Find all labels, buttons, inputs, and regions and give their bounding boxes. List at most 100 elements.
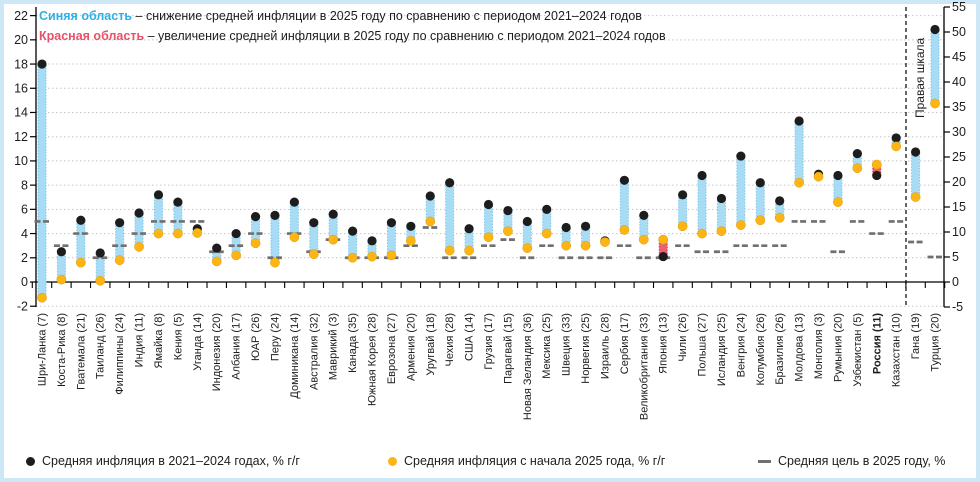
- x-axis-country-label: Казахстан (10): [891, 313, 903, 387]
- x-axis-country-label: Мексика (25): [541, 313, 553, 379]
- legend-label: Средняя инфляция с начала 2025 года, % г…: [404, 454, 666, 468]
- avg-2021-2024-dot: [250, 212, 261, 222]
- chart-legend: Средняя инфляция в 2021–2024 годах, % г/…: [0, 454, 980, 474]
- avg-2025-dot: [871, 159, 882, 170]
- x-axis-country-label: Румыния (20): [832, 313, 844, 382]
- avg-2025-dot: [658, 234, 669, 245]
- country-column: Гватемала (21): [73, 215, 89, 390]
- avg-2025-dot: [580, 240, 591, 251]
- avg-2021-2024-dot: [580, 221, 591, 231]
- avg-2025-dot: [114, 255, 125, 266]
- legend-item-avg-2021-2024: Средняя инфляция в 2021–2024 годах, % г/…: [26, 454, 300, 468]
- left-axis-tick-label: 4: [21, 227, 28, 241]
- avg-2025-dot: [425, 216, 436, 227]
- avg-2025-dot: [328, 234, 339, 245]
- x-axis-country-label: Гватемала (21): [75, 313, 87, 390]
- x-axis-country-label: Сербия (17): [619, 313, 631, 374]
- avg-2021-2024-dot: [95, 248, 105, 258]
- avg-2025-dot: [619, 225, 630, 235]
- country-column: Еврозона (27): [383, 218, 399, 384]
- right-axis-tick-label: 10: [952, 225, 966, 239]
- x-axis-country-label: Австралия (32): [308, 313, 320, 390]
- avg-2021-2024-dot: [716, 193, 727, 204]
- left-axis-tick-label: 10: [14, 154, 28, 168]
- avg-2025-dot: [444, 245, 455, 256]
- avg-2025-dot: [308, 249, 319, 260]
- red-area-label: Красная область: [39, 29, 145, 43]
- avg-2025-dot: [930, 98, 940, 109]
- left-axis-tick-label: 22: [14, 9, 28, 23]
- right-axis-tick-label: 55: [952, 0, 966, 14]
- avg-2021-2024-dot: [425, 191, 435, 201]
- x-axis-country-label: Япония (13): [658, 313, 670, 374]
- x-axis-country-label: Уганда (14): [192, 313, 204, 371]
- left-axis-tick-label: -2: [17, 299, 28, 313]
- avg-2021-2024-dot: [561, 222, 571, 233]
- avg-2025-dot: [95, 275, 106, 286]
- country-column: Гана (19): [908, 147, 924, 359]
- avg-2021-2024-dot: [872, 170, 882, 181]
- country-column: Маврикий (3): [325, 209, 341, 380]
- avg-2021-2024-dot: [445, 178, 455, 188]
- avg-2021-2024-dot: [639, 210, 649, 221]
- right-axis-tick-label: 30: [952, 125, 966, 139]
- avg-2025-dot: [173, 228, 183, 239]
- legend-label: Средняя инфляция в 2021–2024 годах, % г/…: [42, 454, 300, 468]
- avg-2025-dot: [561, 240, 572, 251]
- country-column: Израиль (28): [597, 236, 613, 379]
- avg-2025-dot: [250, 238, 261, 249]
- x-axis-country-label: Колумбия (26): [755, 313, 767, 386]
- x-axis-country-label: Канада (35): [347, 313, 359, 373]
- avg-2021-2024-dot: [658, 251, 668, 262]
- avg-2025-dot: [774, 212, 785, 223]
- country-column: Таиланд (26): [92, 248, 108, 379]
- avg-2021-2024-dot: [406, 221, 416, 231]
- avg-2025-dot: [891, 141, 902, 152]
- avg-2025-dot: [153, 228, 164, 239]
- avg-2021-2024-dot: [619, 175, 629, 185]
- country-column: Сербия (17): [616, 175, 632, 374]
- avg-2021-2024-dot: [891, 133, 901, 143]
- avg-2021-2024-dot: [910, 147, 921, 157]
- right-axis-tick-label: -5: [952, 300, 963, 314]
- avg-2025-dot: [600, 237, 610, 247]
- x-axis-country-label: Перу (24): [269, 313, 281, 361]
- country-column: Румыния (20): [830, 170, 846, 382]
- left-axis-tick-label: 12: [14, 130, 28, 144]
- x-axis-country-label: Грузия (17): [483, 313, 495, 370]
- country-column: Молдова (13): [791, 116, 807, 382]
- decrease-range-bar: [270, 214, 280, 264]
- avg-2025-dot: [677, 221, 688, 232]
- x-axis-country-label: Гана (19): [910, 313, 922, 359]
- country-column: Коста-Рика (8): [53, 244, 69, 387]
- left-axis-tick-label: 16: [14, 81, 28, 95]
- x-axis-country-label: Еврозона (27): [386, 313, 398, 384]
- decrease-range-bar: [794, 120, 804, 184]
- left-axis-tick-label: 18: [14, 57, 28, 71]
- avg-2025-dot: [386, 250, 397, 261]
- yellow-dot-icon: [388, 456, 397, 466]
- right-axis-tick-label: 35: [952, 100, 966, 114]
- x-axis-country-label: Уругвай (18): [425, 313, 437, 376]
- country-column: Швеция (33): [558, 222, 574, 376]
- blue-area-annotation: Синяя область – снижение средней инфляци…: [39, 10, 642, 23]
- country-column: Армения (20): [403, 221, 419, 381]
- avg-2021-2024-dot: [833, 170, 843, 181]
- country-column: Австралия (32): [306, 218, 322, 390]
- country-column: Уганда (14): [189, 220, 205, 371]
- country-column: Доминикана (14): [286, 197, 302, 399]
- avg-2025-dot: [833, 197, 843, 207]
- avg-2025-dot: [522, 243, 533, 253]
- x-axis-country-label: Южная Корея (28): [367, 313, 379, 406]
- left-axis-tick-label: 20: [14, 33, 28, 47]
- avg-2021-2024-dot: [231, 228, 241, 239]
- x-axis-country-label: Турция (20): [929, 313, 941, 372]
- avg-2025-dot: [192, 228, 203, 238]
- decrease-range-bar: [134, 212, 144, 248]
- avg-2025-dot: [37, 292, 47, 303]
- decrease-range-bar: [930, 29, 940, 104]
- avg-2021-2024-dot: [522, 216, 532, 227]
- x-axis-country-label: Парагвай (15): [502, 313, 514, 384]
- country-column: Филиппины (24): [112, 218, 128, 395]
